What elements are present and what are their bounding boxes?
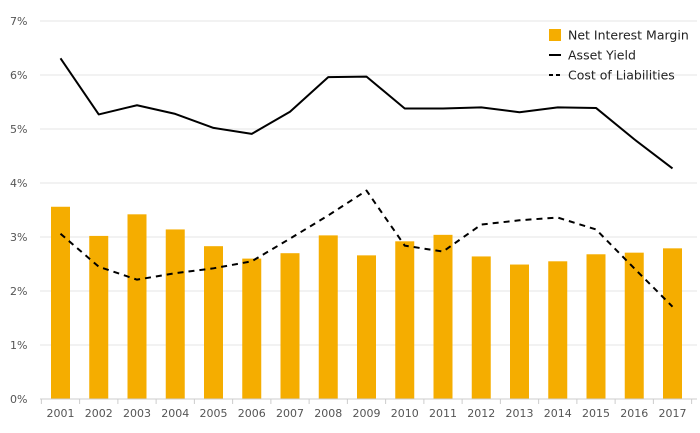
x-tick-label: 2013 bbox=[506, 407, 534, 420]
y-axis-ticks: 0% 1% 2% 3% 4% 5% 6% 7% bbox=[10, 15, 27, 406]
legend-label-asset-yield: Asset Yield bbox=[568, 48, 636, 63]
net-interest-margin-bars bbox=[51, 206, 682, 399]
gridlines bbox=[40, 20, 697, 346]
y-tick-label: 0% bbox=[10, 393, 27, 406]
bar-net-interest-margin bbox=[89, 235, 109, 399]
x-tick-label: 2016 bbox=[620, 407, 648, 420]
bar-net-interest-margin bbox=[624, 252, 644, 399]
bar-net-interest-margin bbox=[51, 206, 70, 399]
x-tick-label: 2005 bbox=[200, 407, 228, 420]
x-tick-label: 2014 bbox=[544, 407, 572, 420]
y-tick-label: 3% bbox=[10, 231, 27, 244]
bar-net-interest-margin bbox=[548, 261, 568, 399]
x-tick-label: 2009 bbox=[353, 407, 381, 420]
legend-swatch-net-interest-margin bbox=[549, 29, 561, 41]
bar-net-interest-margin bbox=[127, 214, 147, 399]
y-tick-label: 7% bbox=[10, 15, 27, 28]
x-tick-label: 2010 bbox=[391, 407, 419, 420]
bar-net-interest-margin bbox=[357, 255, 376, 399]
bar-net-interest-margin bbox=[663, 248, 682, 399]
y-tick-label: 6% bbox=[10, 69, 27, 82]
y-tick-label: 1% bbox=[10, 339, 27, 352]
x-tick-label: 2007 bbox=[276, 407, 304, 420]
y-tick-label: 4% bbox=[10, 177, 27, 190]
line-series bbox=[59, 57, 674, 308]
line-asset-yield bbox=[59, 57, 674, 170]
x-tick-label: 2006 bbox=[238, 407, 266, 420]
bar-net-interest-margin bbox=[471, 256, 491, 399]
bar-net-interest-margin bbox=[395, 241, 415, 399]
line-cost-of-liabilities bbox=[59, 189, 674, 308]
bar-net-interest-margin bbox=[318, 235, 338, 399]
x-axis-ticks: 2001 2002 2003 2004 2005 2006 2007 2008 2009 2010… bbox=[40, 399, 693, 420]
x-tick-label: 2015 bbox=[582, 407, 610, 420]
legend: Net Interest Margin Asset Yield Cost of … bbox=[549, 28, 689, 83]
x-tick-label: 2002 bbox=[85, 407, 113, 420]
bar-net-interest-margin bbox=[586, 254, 606, 399]
x-tick-label: 2001 bbox=[47, 407, 75, 420]
x-tick-label: 2004 bbox=[161, 407, 189, 420]
bar-net-interest-margin bbox=[433, 234, 453, 399]
bar-net-interest-margin bbox=[242, 258, 262, 399]
x-tick-label: 2017 bbox=[659, 407, 687, 420]
x-tick-label: 2012 bbox=[467, 407, 495, 420]
bar-net-interest-margin bbox=[165, 229, 185, 399]
bar-net-interest-margin bbox=[510, 264, 529, 399]
bar-net-interest-margin bbox=[204, 246, 223, 399]
bar-net-interest-margin bbox=[280, 253, 300, 399]
x-tick-label: 2011 bbox=[429, 407, 457, 420]
legend-label-net-interest-margin: Net Interest Margin bbox=[568, 28, 689, 43]
legend-label-cost-of-liabilities: Cost of Liabilities bbox=[568, 68, 675, 83]
y-tick-label: 2% bbox=[10, 285, 27, 298]
x-tick-label: 2003 bbox=[123, 407, 151, 420]
x-tick-label: 2008 bbox=[314, 407, 342, 420]
y-tick-label: 5% bbox=[10, 123, 27, 136]
